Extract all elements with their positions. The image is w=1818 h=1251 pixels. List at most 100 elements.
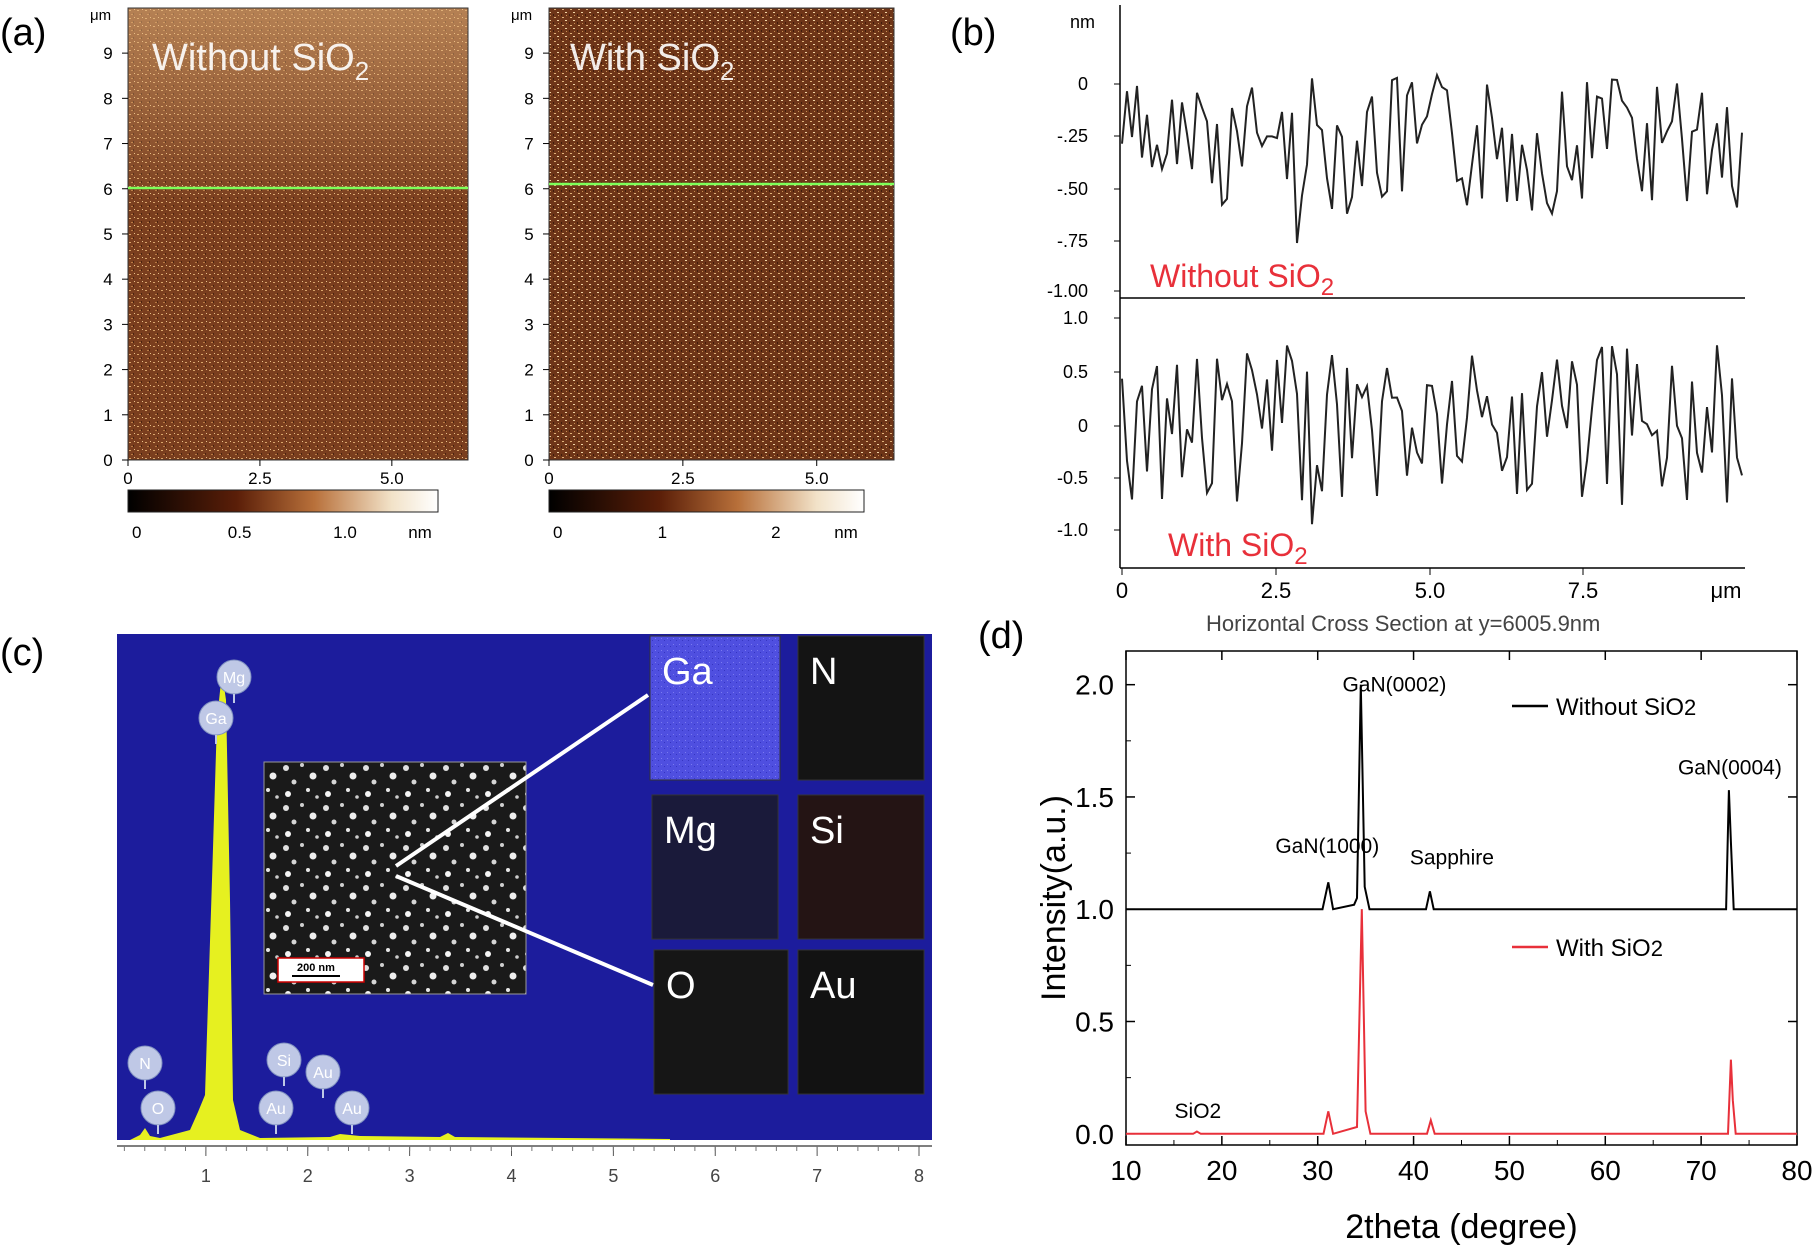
xrd-y-tick: 1.0	[1075, 894, 1114, 925]
afm-right-x-tick: 2.5	[671, 469, 695, 488]
edx-peak-label: Au	[313, 1065, 333, 1082]
profile-x-tick: 2.5	[1261, 578, 1292, 603]
afm-right-y-tick: 3	[524, 315, 533, 334]
edx-x-tick: 7	[812, 1166, 822, 1186]
afm-left-y-tick: 4	[103, 270, 112, 289]
afm-left-axes: μm 0 1 2 3 4 5 6 7 8 9 0 2.5 5.0 0 0.5 1.0 nm	[90, 7, 432, 542]
profile-top-trace	[1121, 71, 1743, 244]
afm-right-y-tick: 5	[524, 225, 533, 244]
edx-x-tick: 8	[914, 1166, 924, 1186]
profile-x-tick: 5.0	[1415, 578, 1446, 603]
afm-right-y-tick: 7	[524, 135, 533, 154]
afm-right-axes: μm 0 1 2 3 4 5 6 7 8 9 0 2.5 5.0 0 1 2 nm	[511, 7, 858, 542]
afm-left-x-tick: 0	[123, 469, 132, 488]
edx-map-label: O	[666, 965, 696, 1007]
edx-map-label: Ga	[662, 651, 714, 693]
afm-left-y-unit: μm	[90, 7, 111, 24]
afm-right-y-tick: 4	[524, 270, 533, 289]
xrd-series-line	[1126, 909, 1797, 1136]
edx-maps: Ga N Mg Si O Au	[649, 635, 925, 1095]
xrd-ylabel: Intensity(a.u.)	[1035, 795, 1073, 1001]
edx-peak-label: N	[139, 1056, 151, 1073]
edx-x-tick: 5	[608, 1166, 618, 1186]
edx-axes: 1 2 3 4 5 6 7 8	[117, 1145, 932, 1186]
afm-left-y-tick: 3	[103, 315, 112, 334]
edx-map-tile	[651, 794, 779, 940]
profile-bottom-label: With SiO2	[1168, 527, 1308, 570]
afm-right-y-tick: 0	[524, 451, 533, 470]
xrd-peak-annotation: GaN(0004)	[1678, 757, 1782, 780]
panel-label-b: (b)	[950, 12, 996, 54]
edx-x-tick: 3	[405, 1166, 415, 1186]
afm-right-label: With SiO2	[570, 37, 734, 86]
xrd-chart: 10 20 30 40 50 60 70 80 0.0 0.5 1.0 1.5 2.0 2theta (d…	[1035, 650, 1813, 1246]
profile-xlabel: Horizontal Cross Section at y=6005.9nm	[1206, 611, 1600, 636]
edx-x-tick: 2	[303, 1166, 313, 1186]
afm-left-label: Without SiO2	[152, 37, 369, 86]
edx-map-label: Au	[810, 965, 856, 1007]
afm-left-cbar-tick: 0	[132, 523, 141, 542]
xrd-peak-annotation: GaN(0002)	[1342, 673, 1446, 696]
edx-x-tick: 1	[201, 1166, 211, 1186]
edx-x-tick: 4	[506, 1166, 516, 1186]
profile-top-y-tick: -1.00	[1047, 281, 1088, 301]
edx-x-tick: 6	[710, 1166, 720, 1186]
xrd-y-tick: 0.0	[1075, 1119, 1114, 1150]
xrd-x-tick: 30	[1302, 1155, 1333, 1186]
afm-left-cbar-unit: nm	[408, 523, 432, 542]
xrd-y-tick: 2.0	[1075, 670, 1114, 701]
profile-bottom-y-tick: -1.0	[1057, 520, 1088, 540]
afm-right-y-tick: 2	[524, 361, 533, 380]
xrd-x-tick: 80	[1781, 1155, 1812, 1186]
edx-peak-label: Si	[277, 1053, 291, 1070]
panel-label-c: (c)	[0, 632, 44, 674]
afm-right-cbar-unit: nm	[834, 523, 858, 542]
afm-left-y-tick: 8	[103, 89, 112, 108]
profile-x-tick: 0	[1116, 578, 1128, 603]
afm-right-cbar-tick: 1	[658, 523, 667, 542]
afm-left-x-tick: 5.0	[380, 469, 404, 488]
xrd-y-tick: 0.5	[1075, 1007, 1114, 1038]
edx-peak-label: Au	[342, 1101, 362, 1118]
profile-bottom-y-tick: 0	[1078, 416, 1088, 436]
profile-x-unit: μm	[1710, 578, 1741, 603]
xrd-y-tick: 1.5	[1075, 782, 1114, 813]
profile-bottom-y-tick: 1.0	[1063, 308, 1088, 328]
afm-right-cbar-tick: 2	[771, 523, 780, 542]
profile-bottom-y-tick: 0.5	[1063, 362, 1088, 382]
afm-left-cbar-tick: 0.5	[228, 523, 252, 542]
afm-right-y-tick: 8	[524, 89, 533, 108]
afm-right-y-tick: 9	[524, 44, 533, 63]
afm-left-cbar-tick: 1.0	[333, 523, 357, 542]
profile-x-tick: 7.5	[1568, 578, 1599, 603]
xrd-x-tick: 50	[1494, 1155, 1525, 1186]
xrd-series-line	[1126, 684, 1797, 911]
edx-peak-label: Ga	[205, 711, 226, 728]
panel-label-d: (d)	[978, 615, 1024, 657]
edx-map-label: N	[810, 651, 837, 693]
edx-map-label: Mg	[664, 810, 717, 852]
xrd-x-tick: 20	[1206, 1155, 1237, 1186]
xrd-peak-annotation: Sapphire	[1410, 846, 1494, 869]
scale-bar-box	[277, 957, 365, 983]
edx-peak-label: Au	[266, 1101, 286, 1118]
profile-top-y-tick: -.25	[1057, 126, 1088, 146]
edx-peak-label: O	[152, 1101, 164, 1118]
afm-left-y-tick: 1	[103, 406, 112, 425]
edx-map-tile	[797, 949, 925, 1095]
edx-spectrum: 200 nm Ga N Mg Si O Au Mg Ga N O Si Au Au Au	[117, 634, 932, 1140]
scale-bar-label: 200 nm	[297, 962, 335, 974]
afm-right-y-tick: 1	[524, 406, 533, 425]
edx-map-label: Si	[810, 810, 844, 852]
xrd-x-tick: 10	[1110, 1155, 1141, 1186]
edx-map-tile	[649, 635, 781, 781]
edx-peak-labels: Mg Ga N O Si Au Au Au	[127, 659, 370, 1134]
afm-right-y-unit: μm	[511, 7, 532, 24]
inset-connector-lower	[395, 874, 654, 987]
profile-top-y-tick: 0	[1078, 74, 1088, 94]
panel-label-a: (a)	[0, 12, 46, 54]
afm-right-x-tick: 0	[544, 469, 553, 488]
afm-right-cbar-tick: 0	[553, 523, 562, 542]
xrd-xlabel: 2theta (degree)	[1345, 1208, 1578, 1246]
profile-top-label: Without SiO2	[1150, 258, 1334, 301]
